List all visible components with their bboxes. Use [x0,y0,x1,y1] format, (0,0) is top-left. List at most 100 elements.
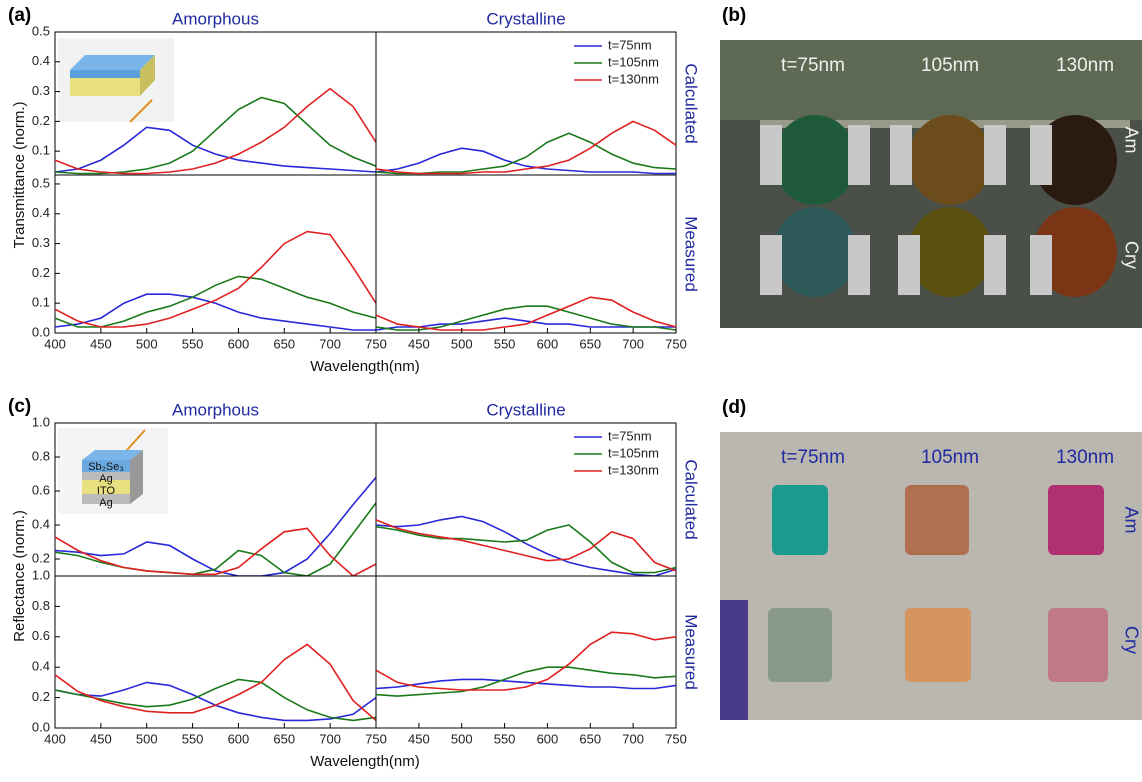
y-tick-label: 0.2 [32,113,50,128]
sample [1033,115,1117,205]
y-tick-label: 0.6 [32,628,50,643]
x-tick-label: 700 [319,731,341,746]
x-axis-label: Wavelength(nm) [310,358,419,375]
series-line [55,678,376,722]
inset-label: ITO [97,485,116,497]
x-tick-label: 700 [622,336,644,351]
x-tick-label: 450 [408,731,430,746]
x-tick-label: 500 [451,336,473,351]
photo-row-label: Am [1121,507,1141,534]
sample [905,485,969,555]
sample [1033,207,1117,297]
y-tick-label: 0.2 [32,550,50,565]
beam [129,99,153,123]
inset-label: Ag [99,473,112,485]
inset-label: Ag [99,497,112,509]
sample [1048,608,1108,682]
y-tick-label: 0.2 [32,689,50,704]
axes-frame [54,174,377,334]
row-label: Measured [682,614,701,690]
y-tick-label: 0.2 [32,265,50,280]
x-tick-label: 650 [273,336,295,351]
y-tick-label: 0.1 [32,143,50,158]
sample [908,207,992,297]
plot-area [55,643,376,722]
series-line [376,147,676,175]
y-tick-label: 0.4 [32,659,50,674]
y-tick-label: 0.3 [32,235,50,250]
tape [984,125,1006,185]
series-line [376,666,676,697]
subplot-title: Amorphous [172,9,259,28]
x-tick-label: 600 [228,731,250,746]
photo-row-label: Cry [1121,241,1141,269]
photo-samples [720,485,1108,720]
y-tick-label: 1.0 [32,567,50,582]
series-line [376,305,676,331]
x-tick-label: 500 [136,731,158,746]
x-tick-label: 500 [136,336,158,351]
plot-area [55,476,376,576]
series-line [376,317,676,331]
photo-row-label: Cry [1121,626,1141,654]
panel-label: (d) [722,397,746,418]
layer [70,78,140,96]
series-line [55,527,376,576]
panel-label: (c) [8,396,31,417]
plot-area [376,120,676,175]
subplot-title: Crystalline [486,9,565,28]
series-line [376,120,676,175]
series-line [55,643,376,722]
x-tick-label: 600 [537,731,559,746]
y-tick-label: 0.4 [32,53,50,68]
tape [898,235,920,295]
y-tick-label: 0.4 [32,205,50,220]
subplot-title: Crystalline [486,400,565,419]
x-tick-label: 700 [319,336,341,351]
axes-frame [375,31,677,176]
photo-samples [760,115,1130,297]
series-line [376,515,676,576]
layer-top [70,55,155,70]
legend-label: t=105nm [608,54,659,69]
plot-area [376,296,676,331]
panel-label: (a) [8,5,31,26]
x-tick-label: 550 [182,731,204,746]
photo-column-label: t=75nm [781,55,845,76]
series-line [376,631,676,691]
series-line [55,230,376,328]
layer [82,480,130,494]
x-tick-label: 550 [494,336,516,351]
x-tick-label: 400 [44,731,66,746]
series-line [55,293,376,331]
y-tick-label: 0.5 [32,23,50,38]
series-line [55,275,376,328]
glove [720,600,748,720]
series-line [55,502,376,576]
series-line [55,476,376,576]
plot-area [55,87,376,175]
y-tick-label: 0.5 [32,175,50,190]
y-axis-label: Reflectance (norm.) [11,510,28,642]
series-line [376,524,676,574]
plot-area [55,230,376,331]
y-tick-label: 0.3 [32,83,50,98]
series-line [376,519,676,572]
tape [1030,235,1052,295]
layer-side [140,55,155,96]
x-tick-label: 750 [365,336,387,351]
plot-area [376,515,676,576]
series-line [376,296,676,331]
inset-c [58,428,168,514]
legend-label: t=75nm [608,428,652,443]
y-tick-label: 0.1 [32,295,50,310]
legend-label: t=130nm [608,462,659,477]
x-tick-label: 650 [579,336,601,351]
sample [773,115,857,205]
y-tick-label: 0.0 [32,719,50,734]
tape [848,235,870,295]
y-tick-label: 0.6 [32,482,50,497]
legend-label: t=130nm [608,71,659,86]
y-tick-label: 0.8 [32,448,50,463]
series-line [55,87,376,175]
